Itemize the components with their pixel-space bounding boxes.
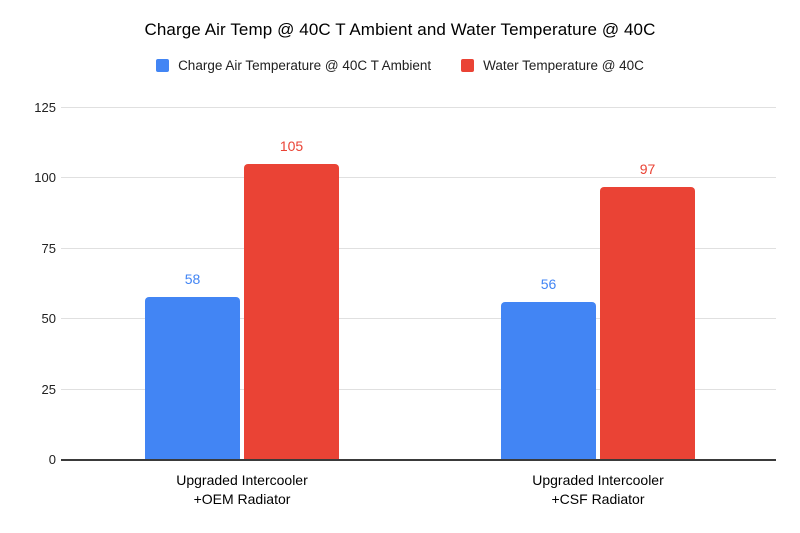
chart-title: Charge Air Temp @ 40C T Ambient and Wate… [144, 20, 656, 39]
legend-swatch-icon [461, 59, 475, 72]
bar-value-label: 97 [639, 161, 656, 177]
bar-column: 97 [600, 161, 695, 460]
x-axis-category-label: Upgraded Intercooler +CSF Radiator [532, 472, 664, 507]
gridline [61, 107, 776, 108]
bar-value-label: 105 [279, 138, 304, 154]
gridline [61, 247, 776, 249]
bar-group-0: 58 105 [64, 108, 420, 460]
bar-value-label: 56 [540, 276, 557, 292]
legend-item-1: Water Temperature @ 40C [461, 58, 644, 73]
y-axis: 0 25 50 75 100 125 [0, 100, 56, 467]
bar-column: 58 [145, 271, 240, 460]
bar-series-1-category-1 [600, 187, 695, 460]
bar-series-1-category-0 [244, 164, 339, 460]
x-axis-line [61, 459, 776, 461]
bar-series-0-category-0 [145, 297, 240, 460]
y-axis-tick-label: 75 [41, 240, 56, 256]
gridline [61, 318, 776, 320]
legend-label: Water Temperature @ 40C [483, 58, 644, 73]
bar-column: 105 [244, 138, 339, 460]
y-axis-tick-label: 100 [34, 170, 56, 186]
y-axis-tick-label: 50 [41, 311, 56, 327]
y-axis-tick-label: 25 [41, 381, 56, 397]
bar-groups: 58 105 56 97 [64, 108, 776, 460]
legend-label: Charge Air Temperature @ 40C T Ambient [178, 58, 432, 73]
x-axis-category-label: Upgraded Intercooler +OEM Radiator [176, 472, 308, 507]
y-axis-tick-label: 125 [34, 100, 56, 115]
bar-value-label: 58 [184, 271, 201, 287]
bar-column: 56 [501, 276, 596, 460]
y-axis-tick-label: 0 [48, 452, 56, 467]
legend-item-0: Charge Air Temperature @ 40C T Ambient [156, 58, 431, 73]
x-axis-labels: Upgraded Intercooler +OEM Radiator Upgrad… [64, 471, 776, 509]
legend: Charge Air Temperature @ 40C T Ambient Wa… [0, 58, 800, 73]
bar-series-0-category-1 [501, 302, 596, 460]
plot-area: 58 105 56 97 [61, 107, 776, 461]
bar-group-1: 56 97 [420, 108, 776, 460]
gridline [61, 177, 776, 179]
gridline [61, 388, 776, 390]
legend-swatch-icon [156, 59, 170, 72]
